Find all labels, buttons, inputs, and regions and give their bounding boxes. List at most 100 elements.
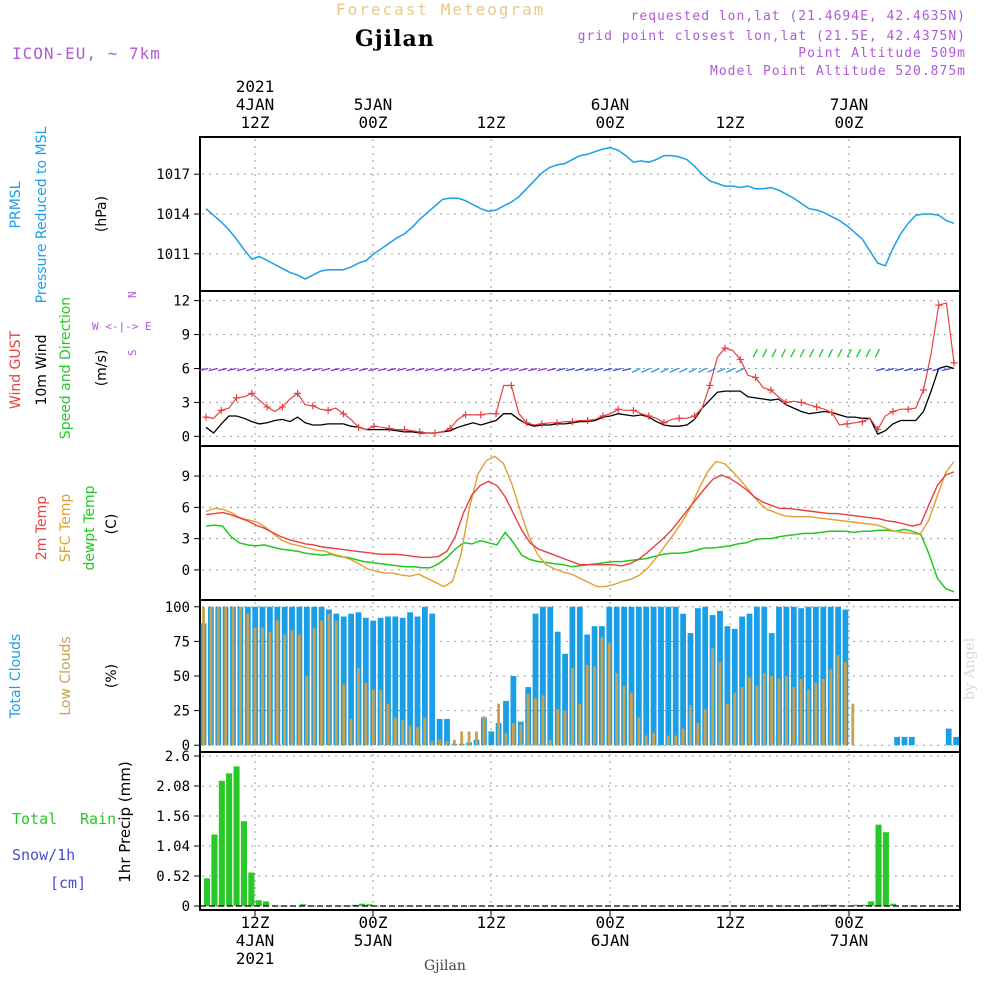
y-label-clouds: (%) (104, 664, 120, 688)
wind-direction-arrow (274, 367, 284, 372)
wind-gust-marker (477, 411, 485, 419)
total-clouds-bar (377, 617, 384, 746)
low-clouds-bar (231, 606, 235, 746)
wind-direction-arrow (752, 348, 758, 358)
wind-gust-marker (553, 419, 561, 427)
wind-direction-arrow (818, 348, 824, 358)
low-clouds-bar (349, 718, 353, 746)
total-clouds-bar (429, 613, 436, 746)
side-label-snow-unit: [cm] (50, 874, 86, 892)
total-clouds-bar (953, 736, 959, 746)
wind-direction-arrow (443, 367, 453, 372)
low-clouds-bar (452, 739, 456, 746)
y-tick-label-precipitation: 2.08 (156, 779, 190, 795)
total-clouds-bar (554, 631, 561, 746)
side-label-10m-wind: 10m Wind (34, 334, 50, 405)
low-clouds-bar (615, 673, 619, 746)
low-clouds-bar (379, 689, 382, 746)
y-tick-label-temperature: 9 (182, 469, 190, 485)
wind-direction-arrow (660, 367, 669, 373)
total-clouds-bar (540, 606, 546, 746)
wind-gust-marker (339, 410, 347, 418)
wind-gust-marker (645, 412, 653, 420)
top-time-label: 5JAN (354, 95, 393, 114)
bottom-time-label: 6JAN (591, 931, 630, 950)
wind-direction-arrow (593, 367, 603, 372)
wind-gust-line (205, 302, 955, 434)
low-clouds-bar (371, 689, 375, 746)
total-clouds-bar (945, 728, 952, 746)
wind-gust-marker (843, 420, 851, 428)
y-tick-label-wind: 3 (182, 395, 190, 411)
total-clouds-bar (348, 613, 354, 746)
y-label-temp: (C) (104, 514, 120, 535)
wind-direction-arrow (236, 367, 246, 372)
low-clouds-bar (438, 739, 441, 746)
low-clouds-bar (755, 685, 759, 746)
wind-gust-marker (858, 418, 866, 426)
wind-direction-arrow (650, 367, 660, 373)
low-clouds-bar (475, 731, 478, 746)
top-time-label: 00Z (835, 113, 864, 132)
total-clouds-bar (414, 616, 421, 746)
wind-gust-marker (294, 389, 302, 397)
model-label: ICON-EU, ~ 7km (12, 44, 161, 63)
rain-bar (875, 824, 882, 906)
wind-gust-marker (492, 410, 500, 418)
wind-direction-arrow (575, 367, 585, 372)
wind-direction-arrow (856, 348, 862, 358)
wind-gust-marker (416, 428, 424, 436)
y-tick-label-pressure: 1017 (156, 167, 190, 183)
low-clouds-bar (785, 676, 788, 746)
wind-direction-arrow (790, 348, 796, 358)
y-tick-label-pressure: 1011 (156, 247, 190, 263)
wind-direction-arrow (490, 367, 500, 372)
wind-gust-marker (355, 423, 363, 431)
wind-direction-arrow (875, 367, 885, 372)
y-tick-label-precipitation: 2.6 (165, 749, 190, 765)
low-clouds-bar (253, 627, 257, 746)
low-clouds-bar (416, 727, 419, 746)
total-clouds-bar (340, 616, 347, 746)
low-clouds-bar (430, 741, 434, 746)
y-tick-label-clouds: 100 (165, 600, 190, 616)
low-clouds-bar (423, 717, 427, 746)
wind-direction-arrow (641, 367, 651, 373)
low-clouds-bar (445, 741, 449, 746)
y-tick-label-temperature: 6 (182, 500, 190, 516)
bottom-time-label: 00Z (596, 913, 625, 932)
bottom-time-label: 7JAN (830, 931, 869, 950)
rain-bar (299, 904, 306, 906)
rain-bar (853, 904, 860, 906)
rain-bar (890, 903, 897, 906)
panel-frame-precipitation (199, 751, 961, 911)
total-clouds-bar (680, 613, 686, 746)
wind-direction-arrow (612, 367, 622, 372)
side-label-low-clouds: Low Clouds (58, 636, 74, 715)
y-tick-label-precipitation: 1.04 (156, 839, 190, 855)
wind-direction-arrow (762, 348, 768, 358)
wind-gust-marker (431, 429, 439, 437)
wind-direction-arrow (913, 367, 923, 372)
wind-direction-arrow (885, 367, 895, 372)
wind-direction-arrow (688, 367, 698, 373)
wind-direction-arrow (556, 367, 566, 372)
low-clouds-bar (327, 613, 331, 746)
wind-direction-arrow (865, 348, 871, 358)
wind-direction-arrow (424, 367, 434, 372)
low-clouds-bar (364, 682, 368, 746)
credit-watermark: by Angel (962, 637, 978, 700)
wind-direction-arrow (434, 367, 444, 372)
wind-direction-arrow (217, 367, 227, 372)
low-clouds-bar (283, 634, 286, 746)
wind-direction-arrow (283, 367, 293, 372)
low-clouds-bar (622, 685, 626, 746)
wind-gust-marker (324, 406, 332, 414)
low-clouds-bar (548, 739, 552, 746)
total-clouds-bar (790, 606, 797, 746)
low-clouds-bar (829, 669, 833, 746)
side-label-speed-direction: Speed and Direction (58, 297, 74, 439)
low-clouds-bar (844, 662, 847, 746)
wind-direction-arrow (546, 367, 556, 372)
wind-direction-arrow (481, 367, 491, 372)
